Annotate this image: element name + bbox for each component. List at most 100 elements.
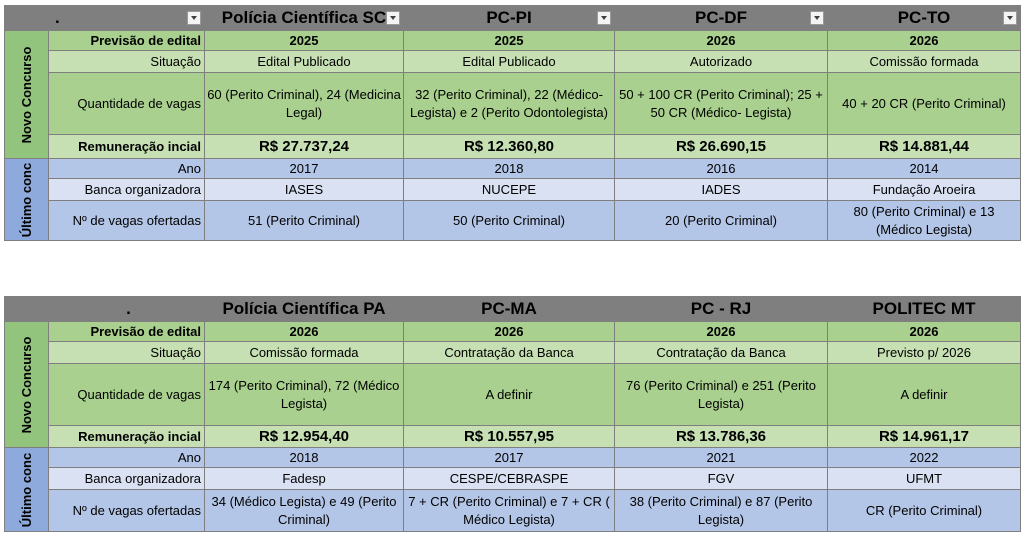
cell: R$ 10.557,95 xyxy=(403,425,615,448)
group-novo-concurso: Novo Concurso xyxy=(4,30,49,159)
cell: 50 (Perito Criminal) xyxy=(403,200,615,241)
row-label: Situação xyxy=(48,50,205,73)
cell: R$ 26.690,15 xyxy=(614,134,828,159)
header-dot-cell: . xyxy=(48,296,205,322)
row-previsao: Novo Concurso Previsão de edital 2025 20… xyxy=(4,30,1021,159)
cell: Fundação Aroeira xyxy=(827,178,1021,201)
filter-dropdown-icon[interactable] xyxy=(810,11,824,25)
row-label: Previsão de edital xyxy=(48,321,205,342)
cell: A definir xyxy=(403,363,615,426)
filter-dropdown-icon[interactable] xyxy=(386,11,400,25)
header-dot: . xyxy=(55,8,60,27)
header-col-1: Polícia Científica PA xyxy=(204,296,404,322)
cell: Contratação da Banca xyxy=(614,341,828,364)
cell: Edital Publicado xyxy=(403,50,615,73)
cell: 2017 xyxy=(403,447,615,468)
cell: 80 (Perito Criminal) e 13 (Médico Legist… xyxy=(827,200,1021,241)
row-label: Remuneração incial xyxy=(48,425,205,448)
row-label: Quantidade de vagas xyxy=(48,72,205,135)
cell: Previsto p/ 2026 xyxy=(827,341,1021,364)
cell: 32 (Perito Criminal), 22 (Médico-Legista… xyxy=(403,72,615,135)
cell: 2026 xyxy=(827,30,1021,51)
cell: 2025 xyxy=(403,30,615,51)
group-ultimo-concurso: Último conc xyxy=(4,447,49,532)
cell: R$ 13.786,36 xyxy=(614,425,828,448)
concursos-table-1: . Polícia Científica SC PC-PI PC-DF PC-T… xyxy=(4,5,1021,241)
row-label: Previsão de edital xyxy=(48,30,205,51)
header-col-4: POLITEC MT xyxy=(827,296,1021,322)
cell: 2018 xyxy=(403,158,615,179)
cell: 38 (Perito Criminal) e 87 (Perito Legist… xyxy=(614,489,828,532)
row-vagas: Quantidade de vagas 60 (Perito Criminal)… xyxy=(5,72,1021,135)
cell: 174 (Perito Criminal), 72 (Médico Legist… xyxy=(204,363,404,426)
cell: Comissão formada xyxy=(827,50,1021,73)
row-ofertadas: Nº de vagas ofertadas 34 (Médico Legista… xyxy=(5,489,1021,532)
filter-dropdown-icon[interactable] xyxy=(187,11,201,25)
cell: 2025 xyxy=(204,30,404,51)
row-label: Banca organizadora xyxy=(48,467,205,490)
cell: 51 (Perito Criminal) xyxy=(204,200,404,241)
row-ano: Último conc Ano 2018 2017 2021 2022 xyxy=(4,447,1021,532)
header-col-2: PC-MA xyxy=(403,296,615,322)
cell: IASES xyxy=(204,178,404,201)
row-banca: Banca organizadora Fadesp CESPE/CEBRASPE… xyxy=(5,467,1021,490)
row-previsao: Novo Concurso Previsão de edital 2026 20… xyxy=(4,321,1021,448)
cell: R$ 12.954,40 xyxy=(204,425,404,448)
cell: 2026 xyxy=(403,321,615,342)
header-row: . Polícia Científica PA PC-MA PC - RJ PO… xyxy=(4,296,1021,322)
cell: Contratação da Banca xyxy=(403,341,615,364)
row-label: Ano xyxy=(48,447,205,468)
cell: 60 (Perito Criminal), 24 (Medicina Legal… xyxy=(204,72,404,135)
header-row: . Polícia Científica SC PC-PI PC-DF PC-T… xyxy=(4,5,1021,31)
header-col-2: PC-PI xyxy=(403,5,615,31)
cell: A definir xyxy=(827,363,1021,426)
cell: NUCEPE xyxy=(403,178,615,201)
row-situacao: Situação Comissão formada Contratação da… xyxy=(5,341,1021,364)
row-vagas: Quantidade de vagas 174 (Perito Criminal… xyxy=(5,363,1021,426)
cell: 2017 xyxy=(204,158,404,179)
cell: 2018 xyxy=(204,447,404,468)
row-label: Banca organizadora xyxy=(48,178,205,201)
row-ano: Último conc Ano 2017 2018 2016 2014 xyxy=(4,158,1021,241)
cell: R$ 27.737,24 xyxy=(204,134,404,159)
filter-dropdown-icon[interactable] xyxy=(1003,11,1017,25)
cell: 2021 xyxy=(614,447,828,468)
cell: Comissão formada xyxy=(204,341,404,364)
row-label: Ano xyxy=(48,158,205,179)
cell: 2026 xyxy=(614,321,828,342)
cell: 50 + 100 CR (Perito Criminal); 25 + 50 C… xyxy=(614,72,828,135)
cell: 2026 xyxy=(614,30,828,51)
cell: Fadesp xyxy=(204,467,404,490)
row-banca: Banca organizadora IASES NUCEPE IADES Fu… xyxy=(5,178,1021,201)
cell: IADES xyxy=(614,178,828,201)
cell: R$ 14.961,17 xyxy=(827,425,1021,448)
row-label: Remuneração incial xyxy=(48,134,205,159)
group-ultimo-concurso: Último conc xyxy=(4,158,49,241)
row-label: Nº de vagas ofertadas xyxy=(48,200,205,241)
header-col-3: PC - RJ xyxy=(614,296,828,322)
cell: 20 (Perito Criminal) xyxy=(614,200,828,241)
row-label: Nº de vagas ofertadas xyxy=(48,489,205,532)
cell: 40 + 20 CR (Perito Criminal) xyxy=(827,72,1021,135)
cell: CESPE/CEBRASPE xyxy=(403,467,615,490)
header-col-4: PC-TO xyxy=(827,5,1021,31)
header-dot-cell: . xyxy=(48,5,205,31)
group-novo-concurso: Novo Concurso xyxy=(4,321,49,448)
header-col-3: PC-DF xyxy=(614,5,828,31)
corner-cell xyxy=(4,296,49,322)
corner-cell xyxy=(4,5,49,31)
cell: 2026 xyxy=(827,321,1021,342)
cell: 34 (Médico Legista) e 49 (Perito Crimina… xyxy=(204,489,404,532)
row-remuneracao: Remuneração incial R$ 27.737,24 R$ 12.36… xyxy=(5,134,1021,159)
cell: 2022 xyxy=(827,447,1021,468)
row-situacao: Situação Edital Publicado Edital Publica… xyxy=(5,50,1021,73)
row-label: Situação xyxy=(48,341,205,364)
cell: Autorizado xyxy=(614,50,828,73)
row-ofertadas: Nº de vagas ofertadas 51 (Perito Crimina… xyxy=(5,200,1021,241)
cell: 76 (Perito Criminal) e 251 (Perito Legis… xyxy=(614,363,828,426)
cell: 2026 xyxy=(204,321,404,342)
filter-dropdown-icon[interactable] xyxy=(597,11,611,25)
cell: R$ 12.360,80 xyxy=(403,134,615,159)
cell: FGV xyxy=(614,467,828,490)
header-col-1: Polícia Científica SC xyxy=(204,5,404,31)
